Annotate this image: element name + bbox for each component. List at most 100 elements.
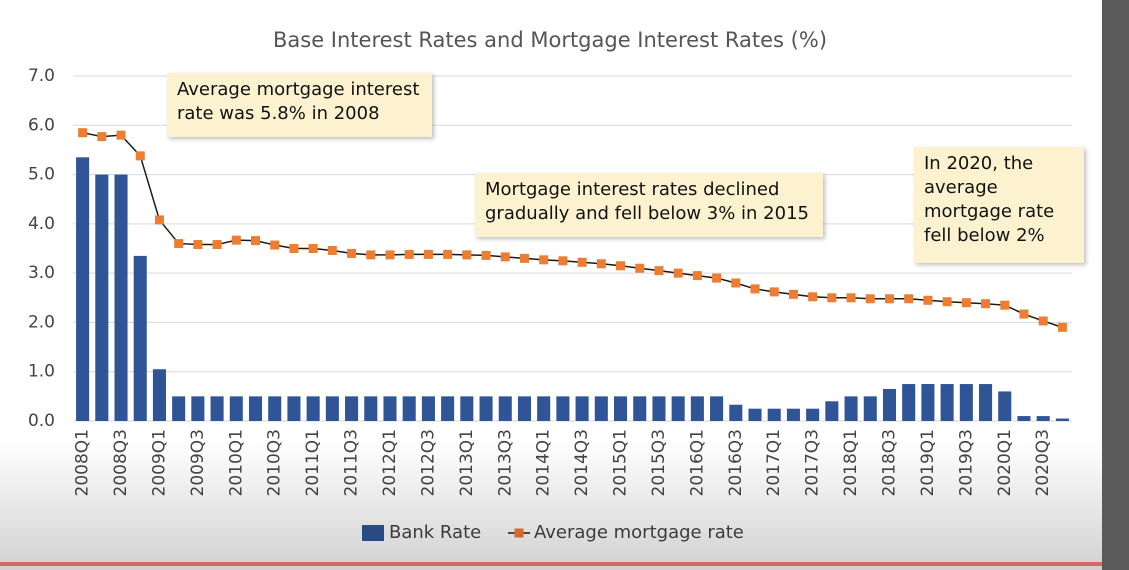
bar [710,396,724,421]
y-tick-label: 6.0 [28,115,55,135]
bar [998,391,1012,421]
bar [402,396,416,421]
marker [347,248,357,258]
annotation-text: Average mortgage interest [177,79,419,100]
marker [385,250,395,260]
annotation-text: rate was 5.8% in 2008 [177,103,380,124]
bar [325,396,339,421]
bar [671,396,685,421]
marker [981,299,991,309]
marker [443,249,453,259]
marker [519,253,529,263]
marker [174,239,184,249]
marker [942,297,952,307]
annotation-text: In 2020, the [924,153,1033,174]
annotation-box [167,73,432,137]
bar [806,408,820,421]
marker [865,294,875,304]
marker [481,250,491,260]
marker [270,240,280,250]
marker [884,294,894,304]
marker [231,235,241,245]
y-tick-label: 1.0 [28,362,55,382]
bar [133,255,147,421]
bar [748,408,762,421]
bar [191,396,205,421]
marker [78,128,88,138]
bar [556,396,570,421]
bar [1036,416,1050,421]
annotation-box [914,147,1084,263]
marker [404,249,414,259]
bar [575,396,589,421]
marker [961,298,971,308]
marker [750,284,760,294]
bar [172,396,186,421]
y-tick-label: 2.0 [28,312,55,332]
annotation-text: fell below 2% [924,225,1045,246]
marker [731,278,741,288]
side-strip [1102,0,1129,570]
marker [462,250,472,260]
bar [152,369,166,421]
marker [654,266,664,276]
marker [423,249,433,259]
marker [635,263,645,273]
marker [673,268,683,278]
bar [767,408,781,421]
bar [268,396,282,421]
bar [729,404,743,421]
bar [537,396,551,421]
bar [248,396,263,421]
marker [904,294,914,304]
bar [959,384,973,421]
bar [613,396,628,421]
marker [923,295,933,305]
bar [460,396,474,421]
marker [788,289,798,299]
marker [308,244,318,253]
bar [95,174,109,421]
y-tick-label: 7.0 [28,66,55,86]
marker [808,292,818,302]
bar [652,396,666,421]
bar [825,401,839,421]
marker [212,240,222,250]
bar [594,396,608,421]
bar [863,396,877,421]
bar [383,396,397,421]
bar [76,157,90,422]
marker [769,287,779,297]
bar [786,408,800,421]
annotation-text: Mortgage interest rates declined [485,179,779,200]
marker [1057,322,1067,332]
marker [154,215,164,225]
progress-bar[interactable] [0,562,1102,566]
annotation-text: gradually and fell below 3% in 2015 [485,203,809,224]
bar [229,396,243,421]
marker [577,257,587,267]
marker [116,130,126,140]
marker [500,252,510,262]
marker [1019,309,1029,319]
bar [210,396,224,421]
marker [193,240,203,250]
marker [251,236,261,246]
annotation-text: mortgage rate [924,201,1054,222]
chart-title: Base Interest Rates and Mortgage Interes… [273,28,827,52]
bar [287,396,301,421]
marker [97,132,107,142]
bar [921,384,935,421]
bar [1017,416,1031,421]
bar [979,384,993,421]
marker [558,256,568,266]
marker [692,271,702,281]
bar [882,388,897,421]
bar [940,384,954,421]
bar [479,396,493,421]
y-tick-label: 5.0 [28,165,55,185]
bar [364,396,378,421]
bar [1055,418,1069,421]
bar [690,396,704,421]
y-tick-label: 3.0 [28,263,55,283]
